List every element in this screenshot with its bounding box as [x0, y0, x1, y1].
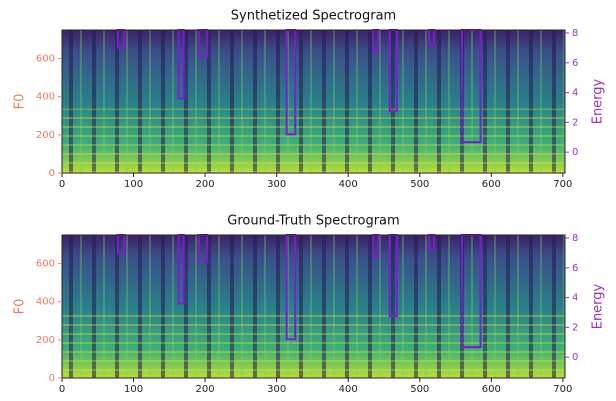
x-tick-label: 500	[410, 179, 429, 190]
y-tick-label: 600	[36, 54, 55, 65]
y-tick-label: 400	[36, 297, 55, 308]
x-tick-label: 500	[410, 384, 429, 395]
x-tick-label: 300	[267, 384, 286, 395]
y2-tick-label: 6	[572, 263, 578, 274]
y2-tick-label: 0	[572, 147, 578, 158]
y2-axis-label: Energy	[591, 283, 606, 329]
y-axis-label: F0	[13, 94, 28, 110]
x-tick-label: 300	[267, 179, 286, 190]
y-tick-label: 0	[49, 373, 55, 384]
y-tick-label: 0	[49, 168, 55, 179]
spectrogram-harmonics	[62, 313, 565, 378]
x-tick-label: 400	[339, 179, 358, 190]
y-axis-label: F0	[13, 299, 28, 315]
y2-axis-label: Energy	[591, 78, 606, 124]
plot-frame	[61, 234, 566, 379]
y2-tick-label: 2	[572, 117, 578, 128]
y-tick-label: 400	[36, 92, 55, 103]
x-tick-label: 200	[196, 179, 215, 190]
y-tick-label: 200	[36, 130, 55, 141]
x-tick-label: 700	[553, 384, 572, 395]
y2-tick-label: 0	[572, 352, 578, 363]
y2-tick-label: 8	[572, 28, 578, 39]
spectrogram-harmonics	[62, 108, 565, 173]
x-tick-label: 200	[196, 384, 215, 395]
y-tick-label: 200	[36, 335, 55, 346]
plot-frame	[61, 29, 566, 174]
y-tick-label: 600	[36, 259, 55, 270]
x-tick-label: 0	[59, 179, 65, 190]
x-tick-label: 600	[482, 384, 501, 395]
x-tick-label: 100	[124, 179, 143, 190]
y2-tick-label: 4	[572, 293, 578, 304]
y2-tick-label: 6	[572, 58, 578, 69]
x-tick-label: 700	[553, 179, 572, 190]
x-tick-label: 0	[59, 384, 65, 395]
y2-tick-label: 2	[572, 322, 578, 333]
x-tick-label: 100	[124, 384, 143, 395]
y2-tick-label: 8	[572, 233, 578, 244]
y2-tick-label: 4	[572, 88, 578, 99]
subplot-title: Ground-Truth Spectrogram	[227, 214, 399, 229]
x-tick-label: 600	[482, 179, 501, 190]
x-tick-label: 400	[339, 384, 358, 395]
subplot-title: Synthetized Spectrogram	[231, 9, 396, 24]
